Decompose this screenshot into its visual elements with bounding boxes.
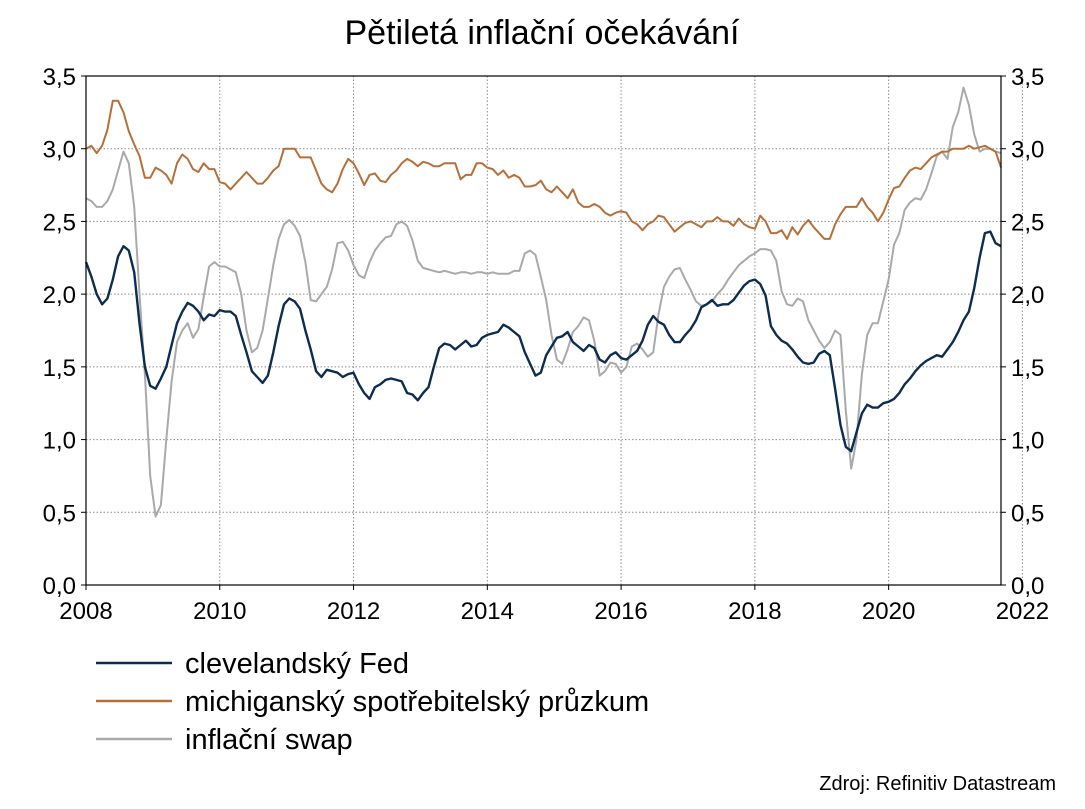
series-line-inflation-swap <box>85 86 1002 518</box>
y-tick-label-right: 3,0 <box>1011 137 1044 164</box>
x-tick-label: 2018 <box>728 598 781 625</box>
chart-title: Pětiletá inflační očekávání <box>344 14 740 52</box>
legend: clevelandský Fed michiganský spotřebitels… <box>96 648 649 756</box>
x-tick-label: 2012 <box>327 598 380 625</box>
y-tick-label-right: 1,0 <box>1011 428 1044 455</box>
legend-label: inflační swap <box>185 724 353 756</box>
x-tick-label: 2022 <box>996 598 1049 625</box>
y-tick-label-left: 3,5 <box>43 64 76 91</box>
plot-frame <box>85 75 1002 586</box>
y-tick-label-right: 2,0 <box>1011 282 1044 309</box>
x-tick-label: 2008 <box>59 598 112 625</box>
series-layer <box>84 86 1002 518</box>
axis-ticks: 0,0 0,0 0,5 0,5 1,0 1,0 1,5 1,5 2,0 2,0 2,5 2,5 3,0 3… <box>43 64 1049 625</box>
x-tick-label: 2020 <box>862 598 915 625</box>
gridlines <box>86 76 1023 585</box>
legend-label: clevelandský Fed <box>185 648 409 680</box>
y-tick-label-left: 1,0 <box>43 428 76 455</box>
y-tick-label-right: 3,5 <box>1011 64 1044 91</box>
y-tick-label-right: 0,0 <box>1011 573 1044 600</box>
y-tick-label-left: 0,0 <box>43 573 76 600</box>
series-line-cleveland-fed <box>84 230 1002 453</box>
source-note: Zdroj: Refinitiv Datastream <box>819 773 1056 795</box>
x-tick-label: 2016 <box>594 598 647 625</box>
x-tick-label: 2014 <box>461 598 514 625</box>
y-tick-label-left: 1,5 <box>43 355 76 382</box>
y-tick-label-left: 3,0 <box>43 137 76 164</box>
series-line-michigan-survey <box>85 99 1002 240</box>
y-tick-label-left: 0,5 <box>43 500 76 527</box>
x-tick-label: 2010 <box>193 598 246 625</box>
y-tick-label-left: 2,5 <box>43 209 76 236</box>
y-tick-label-right: 1,5 <box>1011 355 1044 382</box>
legend-label: michiganský spotřebitelský průzkum <box>185 686 649 718</box>
y-tick-label-left: 2,0 <box>43 282 76 309</box>
y-tick-label-right: 0,5 <box>1011 500 1044 527</box>
y-tick-label-right: 2,5 <box>1011 209 1044 236</box>
